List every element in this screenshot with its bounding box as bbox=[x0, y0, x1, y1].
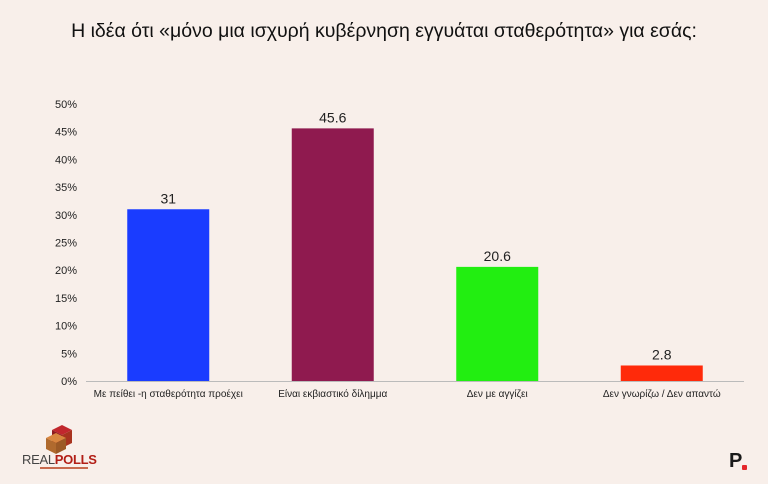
bar bbox=[291, 128, 374, 381]
y-tick-label: 0% bbox=[61, 376, 77, 388]
category-label: Δεν με αγγίζει bbox=[467, 388, 528, 400]
y-tick-label: 20% bbox=[55, 265, 77, 277]
bar bbox=[127, 209, 210, 381]
logo-underline bbox=[40, 467, 88, 469]
corner-mark: P bbox=[729, 450, 743, 472]
y-tick-label: 35% bbox=[55, 182, 77, 194]
chart-title: Η ιδέα ότι «μόνο μια ισχυρή κυβέρνηση εγ… bbox=[71, 20, 697, 42]
bar bbox=[620, 365, 703, 381]
data-label: 2.8 bbox=[652, 346, 672, 362]
y-tick-label: 5% bbox=[61, 348, 77, 360]
bar bbox=[456, 266, 539, 381]
category-label: Με πείθει -η σταθερότητα προέχει bbox=[94, 388, 243, 400]
data-label: 20.6 bbox=[484, 248, 511, 264]
y-tick-label: 45% bbox=[55, 127, 77, 139]
logo-text-main: REAL bbox=[22, 452, 55, 467]
y-tick-label: 15% bbox=[55, 293, 77, 305]
data-label: 31 bbox=[160, 190, 176, 206]
logo-wordmark: REALPOLLS bbox=[22, 452, 97, 467]
category-label: Δεν γνωρίζω / Δεν απαντώ bbox=[603, 388, 721, 400]
y-tick-label: 50% bbox=[55, 99, 77, 111]
corner-dot-icon bbox=[742, 465, 747, 470]
y-tick-label: 30% bbox=[55, 210, 77, 222]
y-tick-label: 10% bbox=[55, 321, 77, 333]
realpolls-logo-icon bbox=[46, 425, 72, 454]
y-tick-label: 40% bbox=[55, 154, 77, 166]
y-tick-label: 25% bbox=[55, 238, 77, 250]
category-label: Είναι εκβιαστικό δίλημμα bbox=[278, 388, 387, 400]
logo-text-accent: POLLS bbox=[54, 452, 97, 467]
data-label: 45.6 bbox=[319, 109, 346, 125]
